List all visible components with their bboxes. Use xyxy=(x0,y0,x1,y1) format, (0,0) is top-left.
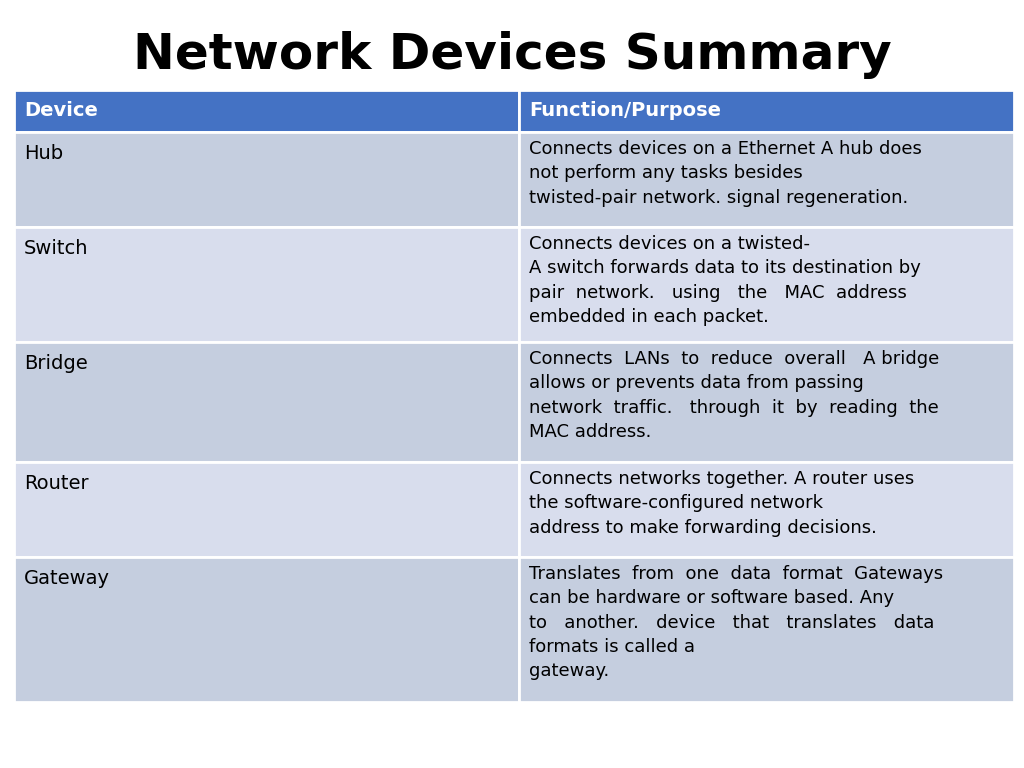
Text: Device: Device xyxy=(24,101,98,121)
Bar xyxy=(519,462,1014,557)
Text: Translates  from  one  data  format  Gateways
can be hardware or software based.: Translates from one data format Gateways… xyxy=(529,565,943,680)
Bar xyxy=(14,462,519,557)
Text: Function/Purpose: Function/Purpose xyxy=(529,101,721,121)
Text: Hub: Hub xyxy=(24,144,63,163)
Text: Network Devices Summary: Network Devices Summary xyxy=(133,31,891,79)
Bar xyxy=(519,132,1014,227)
Text: Connects networks together. A router uses
the software-configured network
addres: Connects networks together. A router use… xyxy=(529,470,914,537)
Bar xyxy=(519,227,1014,342)
Text: Connects devices on a twisted-
A switch forwards data to its destination by
pair: Connects devices on a twisted- A switch … xyxy=(529,235,921,326)
Bar xyxy=(14,557,519,702)
Text: Router: Router xyxy=(24,474,89,493)
Text: Connects devices on a Ethernet A hub does
not perform any tasks besides
twisted-: Connects devices on a Ethernet A hub doe… xyxy=(529,140,922,207)
Bar xyxy=(14,132,519,227)
Text: Switch: Switch xyxy=(24,239,88,258)
Text: Gateway: Gateway xyxy=(24,569,110,588)
Bar xyxy=(519,557,1014,702)
Text: Bridge: Bridge xyxy=(24,354,88,373)
Bar xyxy=(519,90,1014,132)
Bar xyxy=(14,90,519,132)
Bar xyxy=(14,227,519,342)
Text: Connects  LANs  to  reduce  overall   A bridge
allows or prevents data from pass: Connects LANs to reduce overall A bridge… xyxy=(529,350,939,441)
Bar xyxy=(14,342,519,462)
Bar xyxy=(519,342,1014,462)
